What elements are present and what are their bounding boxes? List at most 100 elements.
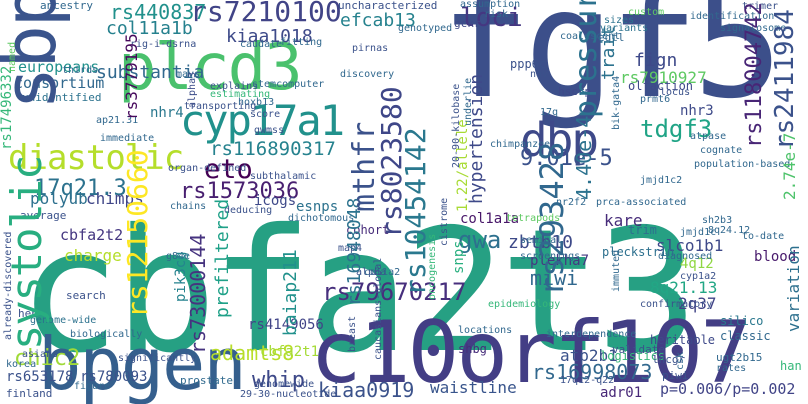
word: baiap211: [280, 249, 301, 336]
word: dichotomous: [288, 213, 355, 224]
word: map4: [338, 243, 363, 254]
word: prefiltered: [212, 198, 233, 318]
word: rs116890317: [210, 138, 336, 160]
word: 29-30-nucleotide: [240, 389, 337, 400]
word: caucasians-global: [373, 257, 384, 360]
word: 8q24.12: [708, 225, 751, 236]
word: shbg: [458, 342, 487, 356]
word: nr2f2: [556, 197, 587, 208]
word: col1a2: [364, 267, 401, 278]
word: rs2411984: [770, 9, 800, 150]
word: cistrome: [439, 197, 450, 246]
word: search: [66, 289, 106, 302]
word: breast: [347, 315, 358, 352]
word: han: [780, 359, 802, 373]
word: diagnosed: [658, 251, 713, 262]
word: cbfa2t3: [18, 193, 698, 391]
word: rs16998073: [532, 360, 653, 384]
word: organ-defined: [168, 163, 247, 174]
word: trim: [628, 223, 657, 237]
word: adamts8: [210, 341, 295, 365]
word: fitting: [280, 37, 323, 48]
word: cohort: [346, 223, 390, 237]
word: discovery: [340, 69, 395, 80]
word: identification: [690, 11, 775, 22]
word: thirds: [62, 65, 99, 76]
word: unidentified: [22, 91, 102, 104]
word: caudate: [240, 39, 283, 50]
word: jmjd1c: [680, 227, 717, 238]
word: miwi: [530, 266, 579, 290]
word: rs293428: [533, 141, 571, 296]
word: asians: [22, 349, 59, 360]
word: csk: [675, 351, 686, 370]
word: genotyped: [398, 23, 453, 34]
word: rs1573036: [180, 179, 300, 204]
word: piwi: [662, 369, 689, 382]
word: mthfr: [347, 121, 382, 212]
word: explains: [210, 81, 259, 92]
word: nov: [530, 69, 549, 80]
word: pirnas: [352, 43, 389, 54]
word: 2q37: [678, 294, 717, 313]
word: heritable: [650, 333, 716, 347]
word: 4q12: [680, 256, 714, 272]
word: chimps: [86, 189, 144, 208]
word: plcd3: [118, 31, 303, 105]
word: ap21.31: [96, 115, 139, 126]
word: fign: [634, 50, 678, 71]
word: efcab13: [340, 10, 416, 31]
word: prca-associated: [596, 197, 687, 208]
word: uncharacterized: [338, 0, 438, 12]
word: finland: [6, 387, 53, 400]
word: rs7210100: [190, 0, 342, 28]
word: locus: [660, 87, 691, 98]
word: stemcomputer: [252, 79, 325, 90]
word: mavs: [176, 69, 201, 80]
word: chic2: [14, 346, 81, 371]
word: diastolic: [8, 138, 184, 178]
word: europeans: [18, 58, 100, 76]
word: hscrp: [558, 85, 592, 98]
word: hoxb13: [238, 97, 275, 108]
word: already-discovered: [3, 231, 14, 340]
word: trimer: [742, 1, 779, 12]
word: loci: [460, 3, 523, 33]
word: snps: [451, 240, 467, 274]
word: screenings: [520, 251, 581, 262]
word: esnps: [296, 199, 339, 215]
word: charge: [64, 246, 122, 265]
word: locations: [458, 325, 513, 336]
word: rs118004742: [742, 2, 767, 148]
word: 8q21.13: [650, 278, 718, 297]
word: kiaa1018: [226, 26, 313, 47]
word: rs12150660: [121, 149, 154, 318]
word: subthalamic: [250, 171, 317, 182]
word: prmt6: [640, 94, 671, 105]
word: genomewide: [254, 379, 315, 390]
word: ugt2b15: [716, 351, 763, 364]
word: lhcgr: [652, 353, 686, 366]
word: score: [250, 109, 281, 120]
word: sh2b3: [702, 215, 733, 226]
word: p=0.006/p=0.002: [660, 380, 796, 398]
word: rig-i-dsrna: [130, 39, 197, 50]
word: ppp6c: [510, 57, 547, 71]
word: 17q12-q22: [560, 375, 615, 386]
word: significantly: [118, 353, 197, 364]
word: gwmss: [254, 125, 285, 136]
word: eto: [204, 154, 253, 185]
word: icogs: [254, 193, 297, 209]
word: alpha: [356, 267, 387, 278]
word: bpgen: [38, 322, 247, 404]
word: nhr3: [680, 103, 714, 119]
word: kare: [604, 211, 643, 230]
word: validate: [612, 343, 665, 356]
word: average: [20, 209, 67, 222]
word: atp2b1: [560, 346, 618, 365]
word: logistics: [600, 349, 666, 363]
word: whip: [252, 368, 305, 393]
word: jmjd1c2: [640, 175, 683, 186]
word: risk: [484, 9, 509, 20]
